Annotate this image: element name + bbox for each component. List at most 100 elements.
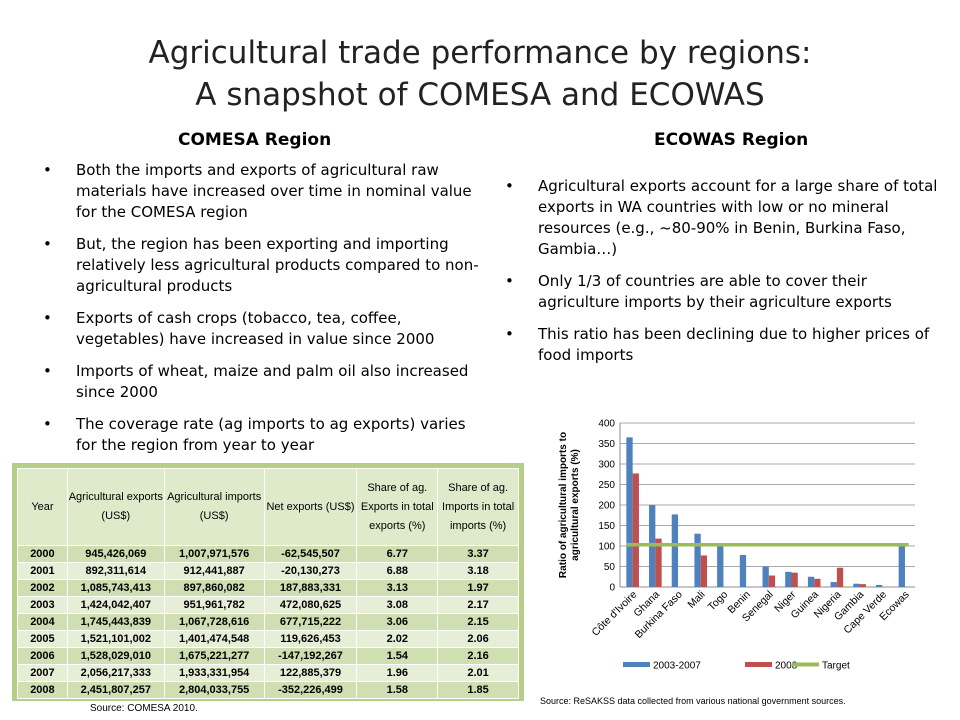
legend-swatch <box>623 662 650 667</box>
table-cell: 1,007,971,576 <box>163 545 265 563</box>
table-cell: 677,715,222 <box>263 613 358 631</box>
bar-2003-2007 <box>830 582 837 587</box>
table-cell: 187,883,331 <box>263 579 358 597</box>
table-cell: 1,424,042,407 <box>66 596 165 614</box>
ecowas-bullet-list: Agricultural exports account for a large… <box>502 176 942 377</box>
comesa-bullet: But, the region has been exporting and i… <box>40 234 490 297</box>
table-cell: 2,056,217,333 <box>66 664 165 682</box>
table-cell: 2001 <box>17 562 68 580</box>
ecowas-bullet: This ratio has been declining due to hig… <box>502 324 942 366</box>
table-cell: -20,130,273 <box>263 562 358 580</box>
ecowas-bullet: Only 1/3 of countries are able to cover … <box>502 271 942 313</box>
table-cell: 119,626,453 <box>263 630 358 648</box>
bar-2003-2007 <box>762 566 769 587</box>
bar-2008 <box>836 567 844 587</box>
bar-2008 <box>700 555 708 587</box>
table-header-cell: Net exports (US$) <box>263 468 358 546</box>
bar-2003-2007 <box>807 576 815 587</box>
title-line-2: A snapshot of COMESA and ECOWAS <box>195 77 765 113</box>
bar-2003-2007 <box>875 584 883 587</box>
comesa-heading: COMESA Region <box>178 130 332 150</box>
table-row: 2002 1,085,743,413 897,860,082 187,883,3… <box>17 579 519 597</box>
table-row: 2006 1,528,029,010 1,675,221,277 -147,19… <box>17 647 519 665</box>
table-row: 2004 1,745,443,839 1,067,728,616 677,715… <box>17 613 519 631</box>
table-header-cell: Share of ag. Imports in total imports (%… <box>437 468 519 546</box>
ecowas-heading: ECOWAS Region <box>654 130 809 150</box>
table-cell: 1,067,728,616 <box>163 613 265 631</box>
y-tick-label: 100 <box>598 542 615 553</box>
legend-swatch <box>745 662 772 667</box>
table-cell: -62,545,507 <box>263 545 358 563</box>
x-tick-label: Côte d'Ivoire <box>590 589 640 639</box>
table-cell: 3.18 <box>437 562 519 580</box>
table-cell: 122,885,379 <box>263 664 358 682</box>
table-cell: 6.88 <box>356 562 439 580</box>
legend-label: 2003-2007 <box>653 661 701 672</box>
title-line-1: Agricultural trade performance by region… <box>148 35 812 71</box>
table-cell: 2.02 <box>356 630 439 648</box>
bar-2003-2007 <box>671 514 679 587</box>
bar-2003-2007 <box>694 533 701 587</box>
table-cell: 2.16 <box>437 647 519 665</box>
table-cell: -147,192,267 <box>263 647 358 665</box>
y-tick-label: 0 <box>609 583 615 594</box>
ecowas-coverage-bar-chart: 0 50 100 150 200 250 300 350 400 Ratio of agricul… <box>558 419 915 672</box>
table-cell: 1.58 <box>356 681 439 699</box>
y-tick-label: 50 <box>604 562 616 573</box>
table-row: 2000 945,426,069 1,007,971,576 -62,545,5… <box>17 545 519 563</box>
table-cell: 1,521,101,002 <box>66 630 165 648</box>
bar-2003-2007 <box>626 437 633 587</box>
comesa-trade-table-frame: Year Agricultural exports (US$) Agricult… <box>12 463 524 701</box>
table-cell: 2006 <box>17 647 68 665</box>
y-tick-label: 150 <box>598 521 615 532</box>
y-tick-label: 350 <box>598 439 615 450</box>
bar-2003-2007 <box>853 583 860 587</box>
table-cell: 1,085,743,413 <box>66 579 165 597</box>
comesa-trade-table: Year Agricultural exports (US$) Agricult… <box>17 468 519 699</box>
table-cell: 1,401,474,548 <box>163 630 265 648</box>
table-cell: 897,860,082 <box>163 579 265 597</box>
bar-2008 <box>859 584 866 587</box>
table-cell: 2,451,807,257 <box>66 681 165 699</box>
table-row: 2005 1,521,101,002 1,401,474,548 119,626… <box>17 630 519 648</box>
table-cell: 1,933,331,954 <box>163 664 265 682</box>
table-cell: -352,226,499 <box>263 681 358 699</box>
table-row: 2003 1,424,042,407 951,961,782 472,080,6… <box>17 596 519 614</box>
table-cell: 1.96 <box>356 664 439 682</box>
table-cell: 6.77 <box>356 545 439 563</box>
table-cell: 2005 <box>17 630 68 648</box>
table-cell: 472,080,625 <box>263 596 358 614</box>
y-tick-label: 400 <box>598 419 615 430</box>
comesa-bullet: Exports of cash crops (tobacco, tea, cof… <box>40 308 490 350</box>
table-row: 2001 892,311,614 912,441,887 -20,130,273… <box>17 562 519 580</box>
bar-2008 <box>655 538 662 587</box>
table-header-cell: Agricultural imports (US$) <box>163 468 265 546</box>
bar-2008 <box>791 572 798 587</box>
ecowas-bullet: Agricultural exports account for a large… <box>502 176 942 260</box>
table-cell: 2002 <box>17 579 68 597</box>
comesa-bullet: Imports of wheat, maize and palm oil als… <box>40 361 490 403</box>
table-cell: 892,311,614 <box>66 562 165 580</box>
legend-label: 2008 <box>775 661 798 672</box>
table-source-note: Source: COMESA 2010. <box>90 703 198 714</box>
slide-title: Agricultural trade performance by region… <box>0 32 960 116</box>
table-cell: 3.08 <box>356 596 439 614</box>
bar-2003-2007 <box>785 571 792 587</box>
y-tick-label: 200 <box>598 501 615 512</box>
table-cell: 2008 <box>17 681 68 699</box>
comesa-bullet-list: Both the imports and exports of agricult… <box>40 160 490 467</box>
bar-2003-2007 <box>717 546 724 587</box>
table-cell: 912,441,887 <box>163 562 265 580</box>
table-cell: 3.06 <box>356 613 439 631</box>
table-cell: 3.13 <box>356 579 439 597</box>
bar-2008 <box>768 575 776 587</box>
bar-2008 <box>814 578 821 587</box>
table-row: 2007 2,056,217,333 1,933,331,954 122,885… <box>17 664 519 682</box>
table-cell: 2.15 <box>437 613 519 631</box>
table-cell: 1.54 <box>356 647 439 665</box>
table-cell: 1.97 <box>437 579 519 597</box>
table-header-cell: Share of ag. Exports in total exports (%… <box>356 468 439 546</box>
table-cell: 1,745,443,839 <box>66 613 165 631</box>
y-tick-label: 250 <box>598 480 615 491</box>
table-cell: 2.01 <box>437 664 519 682</box>
